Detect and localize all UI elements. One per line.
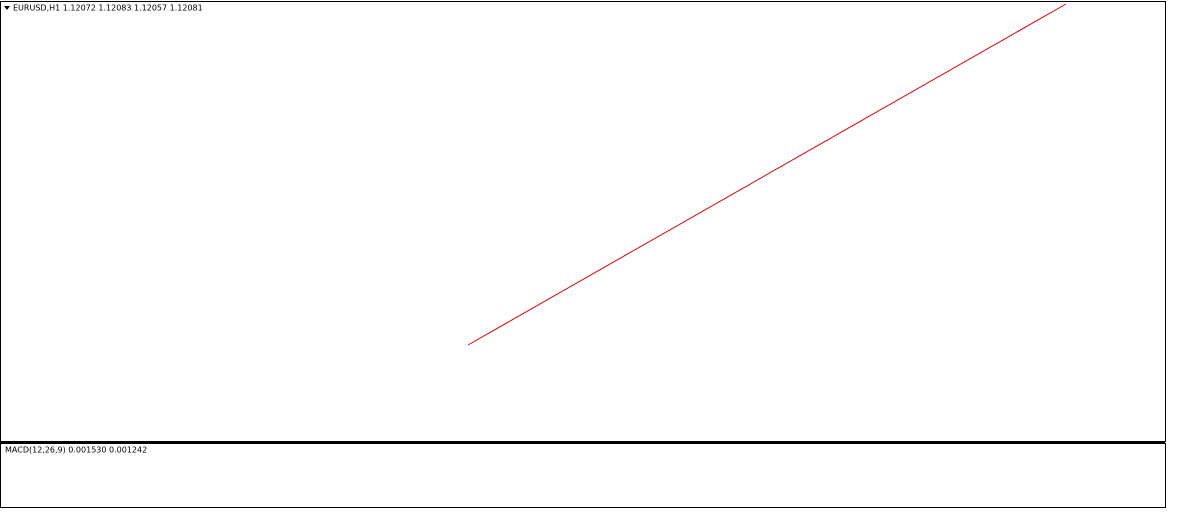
macd-title: MACD(12,26,9) 0.001530 0.001242 — [5, 446, 147, 455]
trend-line — [467, 3, 1067, 346]
chart-title: EURUSD,H1 1.12072 1.12083 1.12057 1.1208… — [13, 4, 203, 13]
symbol-menu-arrow[interactable] — [4, 6, 10, 10]
